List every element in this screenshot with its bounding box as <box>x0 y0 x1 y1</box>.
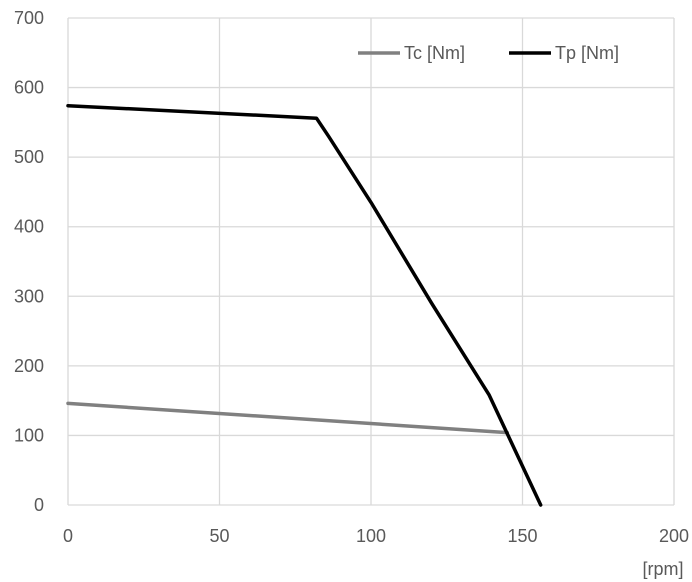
y-tick-label: 600 <box>14 78 44 98</box>
y-axis-ticks: 0 100 200 300 400 500 600 700 <box>14 8 44 515</box>
y-tick-label: 400 <box>14 217 44 237</box>
x-tick-label: 0 <box>63 526 73 546</box>
x-tick-label: 200 <box>659 526 689 546</box>
x-tick-label: 100 <box>356 526 386 546</box>
y-tick-label: 700 <box>14 8 44 28</box>
x-axis-ticks: 0 50 100 150 200 <box>63 526 689 546</box>
x-tick-label: 50 <box>209 526 229 546</box>
series-layer <box>66 103 543 507</box>
y-tick-label: 200 <box>14 356 44 376</box>
series-line-tp <box>66 103 543 507</box>
y-tick-label: 0 <box>34 495 44 515</box>
y-tick-label: 500 <box>14 147 44 167</box>
grid <box>67 17 675 506</box>
legend-label: Tp [Nm] <box>555 43 619 63</box>
y-tick-label: 100 <box>14 425 44 445</box>
x-axis-label: [rpm] <box>642 559 683 579</box>
x-tick-label: 150 <box>507 526 537 546</box>
series-line-tc <box>66 401 510 435</box>
legend: Tc [Nm] Tp [Nm] <box>358 43 619 63</box>
legend-label: Tc [Nm] <box>404 43 465 63</box>
y-tick-label: 300 <box>14 286 44 306</box>
